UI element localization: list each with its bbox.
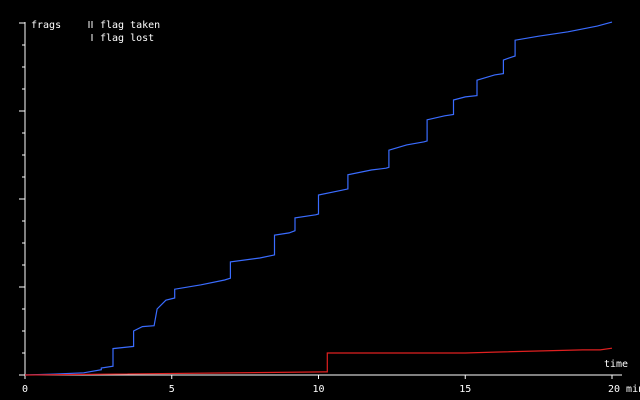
x-tick-label: 0: [22, 384, 28, 395]
x-axis-label: time: [604, 359, 628, 370]
x-tick-label: 5: [169, 384, 175, 395]
y-axis-label: frags: [31, 20, 61, 31]
series-line: [24, 21, 613, 376]
series-line: [24, 347, 613, 376]
legend-label: flag taken: [100, 20, 160, 31]
x-tick-label: 15: [459, 384, 471, 395]
legend: flag taken flag lost: [88, 20, 160, 44]
x-tick-label: 20 min: [608, 384, 640, 395]
x-tick-label: 10: [312, 384, 324, 395]
legend-label: flag lost: [100, 33, 154, 44]
